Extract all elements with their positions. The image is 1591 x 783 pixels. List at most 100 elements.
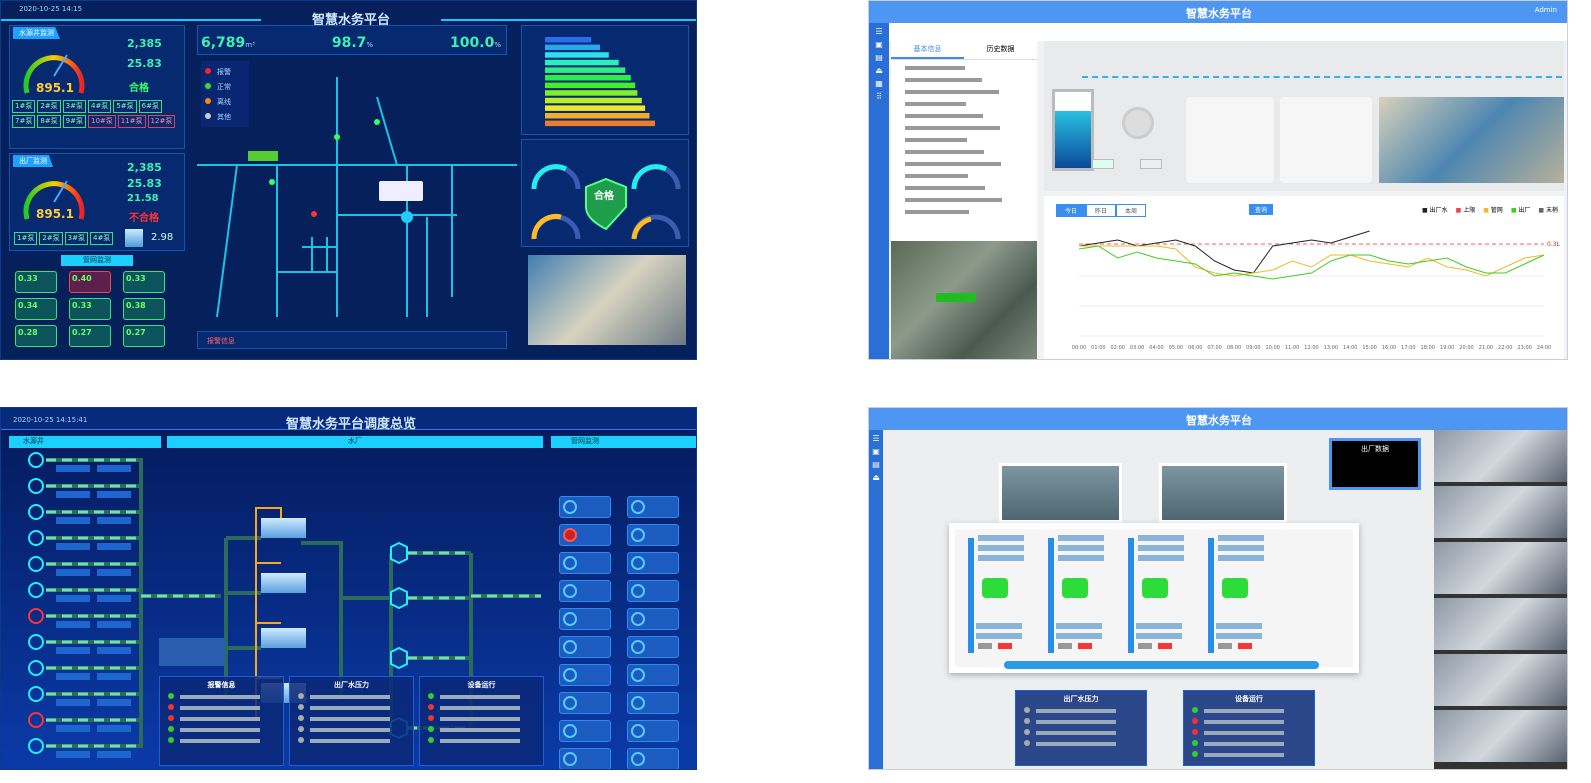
monitor-card[interactable]: 0.40 (69, 271, 111, 293)
network-monitor-card[interactable] (627, 580, 679, 602)
chart-tab[interactable]: 昨日 (1086, 204, 1117, 217)
pump-button[interactable]: 10#泵 (87, 115, 116, 128)
well-icon[interactable] (28, 634, 44, 650)
pump-unit[interactable] (964, 533, 1039, 653)
pump-button[interactable]: 4#泵 (89, 232, 114, 245)
menu-icon[interactable]: ☰ (872, 434, 880, 443)
chart-legend-item[interactable]: ■ 出厂水 (1422, 207, 1448, 214)
clear-water-tank[interactable] (261, 573, 306, 593)
well-icon[interactable] (28, 712, 44, 728)
well-icon[interactable] (28, 530, 44, 546)
well-icon[interactable] (28, 478, 44, 494)
pump-button[interactable]: 3#泵 (64, 232, 88, 245)
pump-unit[interactable] (1204, 533, 1279, 653)
chart-icon[interactable]: ▤ (875, 53, 883, 62)
pump-button[interactable]: 2#泵 (39, 232, 63, 245)
pump-button[interactable]: 5#泵 (113, 100, 137, 113)
monitor-card[interactable]: 0.33 (123, 271, 165, 293)
chart-tab[interactable]: 今日 (1056, 204, 1087, 217)
camera-thumbnail[interactable] (1434, 654, 1567, 708)
pump-button[interactable]: 4#泵 (87, 100, 112, 113)
pump-button[interactable]: 11#泵 (117, 115, 146, 128)
network-monitor-card[interactable] (559, 748, 611, 769)
network-monitor-card[interactable] (559, 664, 611, 686)
pump-button[interactable]: 6#泵 (138, 100, 162, 113)
chart-legend-item[interactable]: ■ 上限 (1455, 207, 1476, 214)
satellite-map[interactable] (891, 241, 1037, 359)
chart-legend-item[interactable]: ■ 管网 (1483, 207, 1503, 214)
pump-icon[interactable] (390, 586, 408, 610)
chart-icon[interactable]: ▤ (872, 460, 880, 469)
camera-thumbnail[interactable] (1434, 598, 1567, 652)
monitor-card[interactable]: 0.38 (123, 298, 165, 320)
network-monitor-card[interactable] (559, 720, 611, 742)
pump-icon[interactable] (390, 646, 408, 670)
network-monitor-card[interactable] (627, 720, 679, 742)
network-monitor-card[interactable] (627, 636, 679, 658)
network-monitor-card[interactable] (627, 608, 679, 630)
network-monitor-card[interactable] (627, 552, 679, 574)
network-monitor-card[interactable] (559, 636, 611, 658)
network-monitor-card[interactable] (559, 524, 611, 546)
camera-thumbnail[interactable] (1434, 542, 1567, 596)
upload-icon[interactable]: ⏏ (875, 66, 883, 75)
camera-thumbnail[interactable] (1434, 486, 1567, 540)
camera-thumbnail[interactable] (1434, 430, 1567, 484)
well-icon[interactable] (28, 608, 44, 624)
monitor-card[interactable]: 0.34 (15, 298, 57, 320)
pump-button[interactable]: 1#泵 (12, 100, 36, 113)
network-monitor-card[interactable] (627, 496, 679, 518)
camera-thumbnail[interactable] (1434, 710, 1567, 764)
pump-unit[interactable] (1124, 533, 1199, 653)
pump-button[interactable]: 12#泵 (147, 115, 176, 128)
map-icon[interactable]: ▣ (875, 40, 883, 49)
user-menu[interactable]: Admin (1534, 6, 1557, 14)
query-button[interactable]: 查询 (1249, 204, 1274, 215)
pump-unit[interactable] (1044, 533, 1119, 653)
tab-basic-info[interactable]: 基本信息 (891, 41, 964, 59)
pump-button[interactable]: 8#泵 (37, 115, 61, 128)
well-icon[interactable] (28, 452, 44, 468)
clear-water-tank[interactable] (261, 628, 306, 648)
monitor-card[interactable]: 0.33 (69, 298, 111, 320)
network-monitor-card[interactable] (559, 692, 611, 714)
grid-icon[interactable]: ⠿ (876, 92, 882, 101)
camera-feed[interactable] (1379, 97, 1564, 183)
legend-item[interactable]: 其他 (205, 112, 245, 122)
pump-button[interactable]: 2#泵 (37, 100, 61, 113)
table-icon[interactable]: ▦ (875, 79, 883, 88)
upload-icon[interactable]: ⏏ (872, 473, 880, 482)
chart-legend-item[interactable]: ■ 出厂 (1510, 207, 1531, 214)
chart-legend-item[interactable]: ■ 末梢 (1538, 207, 1558, 214)
tab-history[interactable]: 历史数据 (986, 45, 1015, 53)
map-icon[interactable]: ▣ (872, 447, 880, 456)
pump-icon[interactable] (390, 541, 408, 565)
well-icon[interactable] (28, 556, 44, 572)
well-icon[interactable] (28, 660, 44, 676)
network-monitor-card[interactable] (559, 496, 611, 518)
start-button[interactable] (1092, 159, 1114, 169)
legend-item[interactable]: 离线 (205, 97, 245, 107)
network-monitor-card[interactable] (627, 748, 679, 769)
chart-tab[interactable]: 本周 (1116, 204, 1147, 217)
network-monitor-card[interactable] (627, 692, 679, 714)
monitor-card[interactable]: 0.28 (15, 325, 57, 347)
map-marker[interactable] (936, 293, 976, 302)
clear-water-tank[interactable] (261, 518, 306, 538)
well-icon[interactable] (28, 504, 44, 520)
monitor-card[interactable]: 0.33 (15, 271, 57, 293)
well-icon[interactable] (28, 582, 44, 598)
network-monitor-card[interactable] (627, 524, 679, 546)
pump-button[interactable]: 7#泵 (12, 115, 36, 128)
legend-item[interactable]: 报警 (205, 67, 245, 77)
pump-button[interactable]: 9#泵 (62, 115, 86, 128)
pump-button[interactable]: 3#泵 (62, 100, 86, 113)
network-monitor-card[interactable] (559, 580, 611, 602)
video-feed[interactable] (528, 255, 686, 345)
network-monitor-card[interactable] (627, 664, 679, 686)
network-monitor-card[interactable] (559, 552, 611, 574)
network-monitor-card[interactable] (559, 608, 611, 630)
pump-button[interactable]: 1#泵 (14, 232, 38, 245)
alert-bar[interactable] (197, 331, 507, 349)
legend-item[interactable]: 正常 (205, 82, 245, 92)
